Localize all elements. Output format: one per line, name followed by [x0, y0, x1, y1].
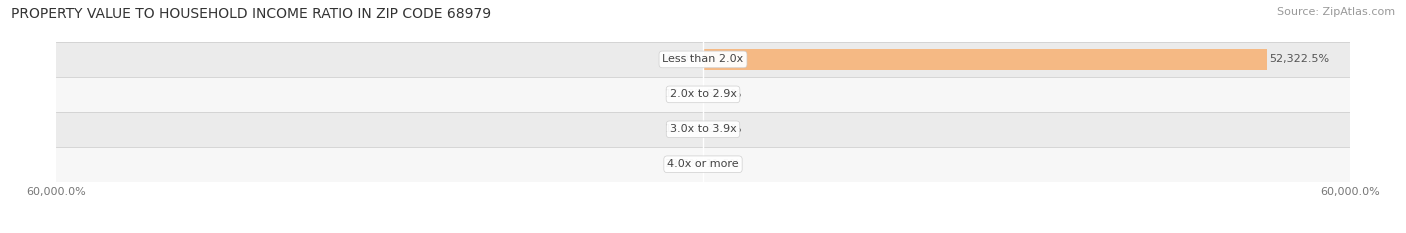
Text: 56.4%: 56.4% [706, 89, 741, 99]
Text: 17.8%: 17.8% [665, 89, 700, 99]
Text: 14.5%: 14.5% [665, 124, 700, 134]
Text: 4.0x or more: 4.0x or more [668, 159, 738, 169]
Bar [56, 147, 1350, 182]
Text: Source: ZipAtlas.com: Source: ZipAtlas.com [1277, 7, 1395, 17]
Text: 2.0x to 2.9x: 2.0x to 2.9x [669, 89, 737, 99]
Text: 28.0%: 28.0% [706, 124, 741, 134]
Bar [56, 42, 1350, 77]
Text: 11.5%: 11.5% [706, 159, 741, 169]
Text: 22.7%: 22.7% [665, 159, 700, 169]
Bar [703, 49, 1267, 70]
Bar [56, 77, 1350, 112]
Bar [56, 112, 1350, 147]
Text: Less than 2.0x: Less than 2.0x [662, 55, 744, 64]
Text: 44.9%: 44.9% [664, 55, 700, 64]
Text: 3.0x to 3.9x: 3.0x to 3.9x [669, 124, 737, 134]
Text: 52,322.5%: 52,322.5% [1270, 55, 1330, 64]
Text: PROPERTY VALUE TO HOUSEHOLD INCOME RATIO IN ZIP CODE 68979: PROPERTY VALUE TO HOUSEHOLD INCOME RATIO… [11, 7, 491, 21]
